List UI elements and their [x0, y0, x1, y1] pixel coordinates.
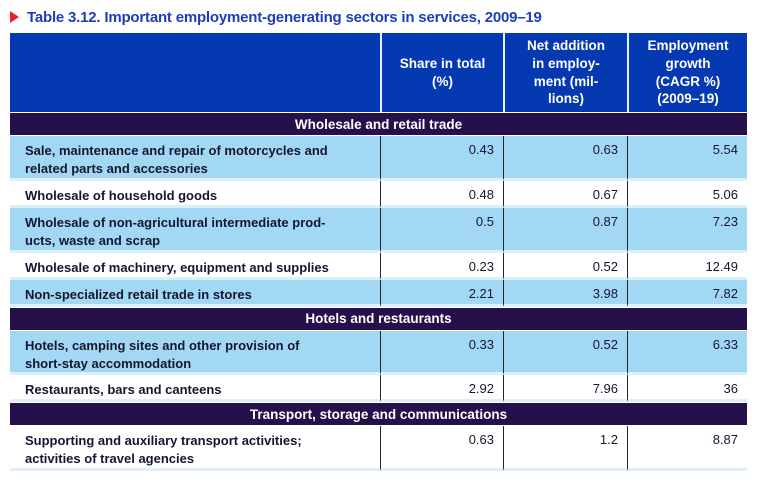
section-heading: Transport, storage and communications — [10, 402, 747, 427]
column-header-share: Share in total (%) — [380, 33, 503, 112]
value-growth: 7.82 — [627, 279, 747, 307]
section-header-row: Wholesale and retail trade — [10, 112, 747, 136]
value-growth: 7.23 — [627, 207, 747, 253]
value-share: 0.23 — [380, 252, 503, 280]
value-net-addition: 0.52 — [503, 252, 627, 280]
value-growth: 8.87 — [627, 426, 747, 472]
row-label: Sale, maintenance and repair of motorcyc… — [10, 136, 380, 181]
column-header-sector — [10, 33, 380, 112]
value-net-addition: 0.52 — [503, 330, 627, 376]
table-title: Table 3.12. Important employment-generat… — [27, 8, 542, 26]
column-header-net-addition: Net addition in employ- ment (mil- lions… — [503, 33, 627, 112]
value-net-addition: 0.67 — [503, 180, 627, 208]
header-row: Share in total (%) Net addition in emplo… — [10, 33, 747, 112]
table-row: Hotels, camping sites and other provisio… — [10, 330, 747, 376]
row-label: Wholesale of machinery, equipment and su… — [10, 252, 380, 280]
table-row: Non-specialized retail trade in stores 2… — [10, 279, 747, 307]
table-row: Wholesale of machinery, equipment and su… — [10, 252, 747, 280]
row-label: Wholesale of household goods — [10, 180, 380, 208]
value-net-addition: 3.98 — [503, 279, 627, 307]
value-net-addition: 0.87 — [503, 207, 627, 253]
value-share: 2.21 — [380, 279, 503, 307]
value-share: 0.63 — [380, 426, 503, 472]
value-net-addition: 0.63 — [503, 136, 627, 181]
row-label: Supporting and auxiliary transport activ… — [10, 426, 380, 472]
data-table: Share in total (%) Net addition in emplo… — [10, 33, 747, 472]
value-net-addition: 7.96 — [503, 375, 627, 403]
value-growth: 12.49 — [627, 252, 747, 280]
value-growth: 36 — [627, 375, 747, 403]
table-row: Wholesale of non-agricultural intermedia… — [10, 207, 747, 253]
table-row: Supporting and auxiliary transport activ… — [10, 426, 747, 472]
value-growth: 5.54 — [627, 136, 747, 181]
row-label: Non-specialized retail trade in stores — [10, 279, 380, 307]
section-header-row: Transport, storage and communications — [10, 402, 747, 427]
row-label: Hotels, camping sites and other provisio… — [10, 330, 380, 376]
triangle-right-icon — [10, 11, 19, 23]
value-share: 0.5 — [380, 207, 503, 253]
value-share: 0.43 — [380, 136, 503, 181]
value-growth: 6.33 — [627, 330, 747, 376]
row-label: Restaurants, bars and canteens — [10, 375, 380, 403]
value-net-addition: 1.2 — [503, 426, 627, 472]
table-row: Wholesale of household goods 0.48 0.67 5… — [10, 180, 747, 208]
table-row: Sale, maintenance and repair of motorcyc… — [10, 136, 747, 181]
row-label: Wholesale of non-agricultural intermedia… — [10, 207, 380, 253]
value-share: 0.48 — [380, 180, 503, 208]
column-header-growth: Employment growth (CAGR %) (2009–19) — [627, 33, 747, 112]
table-row: Restaurants, bars and canteens 2.92 7.96… — [10, 375, 747, 403]
value-share: 0.33 — [380, 330, 503, 376]
section-heading: Wholesale and retail trade — [10, 112, 747, 136]
table-caption: Table 3.12. Important employment-generat… — [0, 0, 760, 27]
value-growth: 5.06 — [627, 180, 747, 208]
section-heading: Hotels and restaurants — [10, 306, 747, 331]
section-header-row: Hotels and restaurants — [10, 306, 747, 331]
value-share: 2.92 — [380, 375, 503, 403]
